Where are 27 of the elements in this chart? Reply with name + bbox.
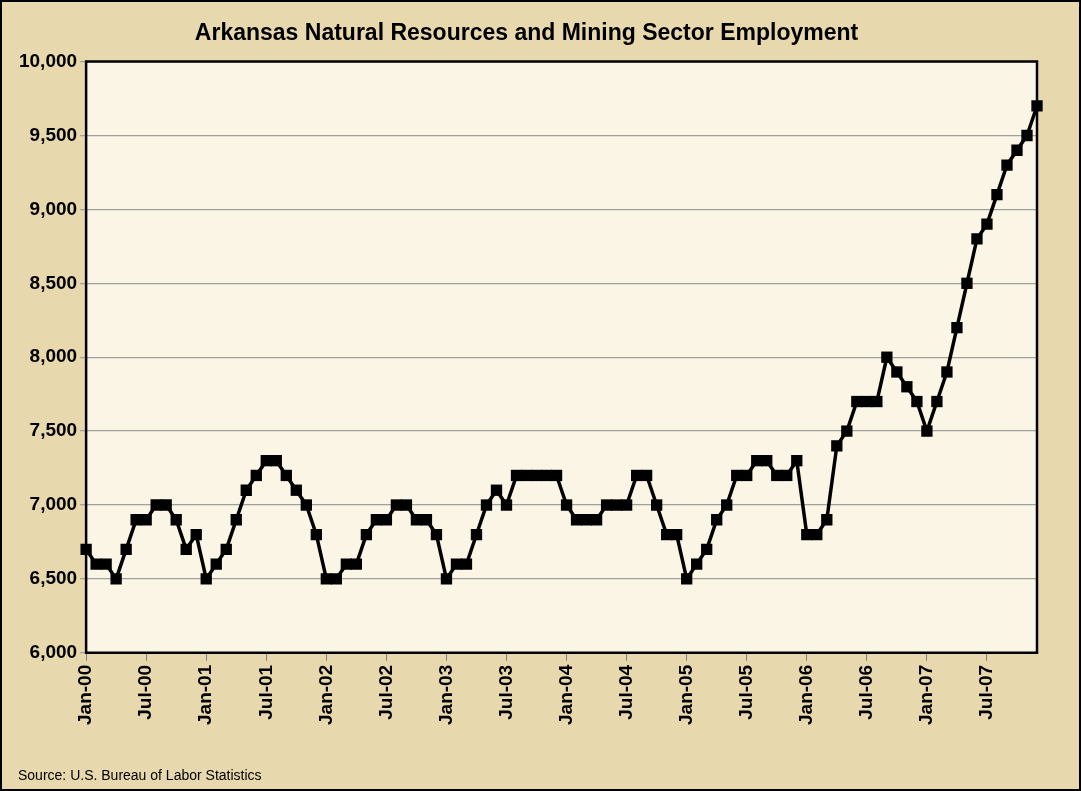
x-tick-label: Jan-01 (194, 664, 216, 725)
x-tick-label: Jan-05 (674, 664, 696, 725)
x-tick-label: Jan-04 (554, 664, 576, 725)
x-tick-label: Jul-01 (254, 664, 276, 720)
y-tick-label: 7,500 (29, 419, 78, 441)
y-tick-label: 10,000 (18, 49, 78, 71)
x-tick-label: Jul-05 (734, 664, 756, 720)
x-tick-label: Jul-07 (975, 664, 997, 720)
x-tick-label: Jan-06 (795, 664, 817, 725)
x-tick-label: Jul-02 (374, 664, 396, 720)
x-tick-label: Jan-07 (915, 664, 937, 725)
y-tick-label: 6,000 (29, 641, 78, 663)
y-tick-label: 7,000 (29, 493, 78, 515)
x-tick-label: Jan-00 (74, 664, 96, 725)
y-tick-label: 6,500 (29, 567, 78, 589)
y-tick-label: 9,000 (29, 197, 78, 219)
y-tick-label: 8,000 (29, 345, 78, 367)
y-tick-label: 8,500 (29, 271, 78, 293)
chart-title: Arkansas Natural Resources and Mining Sector Employment (194, 19, 859, 46)
x-tick-label: Jul-00 (134, 664, 156, 720)
x-tick-label: Jul-04 (614, 664, 636, 720)
x-tick-label: Jan-03 (434, 664, 456, 725)
source-note: Source: U.S. Bureau of Labor Statistics (18, 767, 262, 783)
x-tick-label: Jan-02 (314, 664, 336, 725)
x-tick-label: Jul-06 (855, 664, 877, 720)
x-tick-label: Jul-03 (494, 664, 516, 720)
y-tick-label: 9,500 (29, 123, 78, 145)
